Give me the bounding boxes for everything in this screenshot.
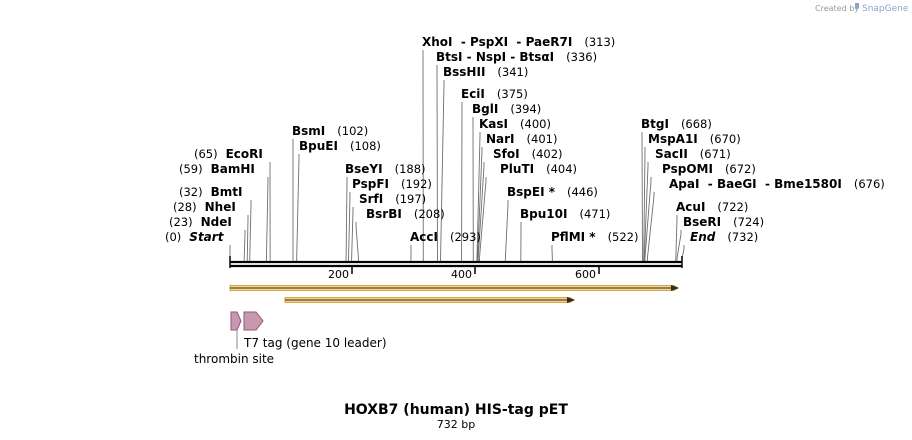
site-pspfi[interactable]: PspFI (192) — [352, 177, 432, 191]
tick-label-400: 400 — [451, 268, 472, 281]
t7-tag-arrow[interactable] — [243, 311, 264, 331]
site-start[interactable]: (0) Start — [165, 230, 225, 244]
thrombin-site-arrow[interactable] — [230, 311, 242, 331]
orf-arrow-cds[interactable] — [284, 297, 575, 303]
site-mspa1i[interactable]: MspA1I (670) — [648, 132, 741, 146]
site-acui[interactable]: AcuI (722) — [676, 200, 748, 214]
site-pluti[interactable]: PluTI (404) — [500, 162, 577, 176]
leader-line-bsshii — [440, 80, 445, 261]
leader-line-bseyi — [345, 177, 348, 261]
site-bsmi[interactable]: BsmI (102) — [292, 124, 368, 138]
site-nhei[interactable]: (28) NheI — [173, 200, 236, 214]
credit-brand: SnapGene — [862, 4, 909, 14]
site-bmti[interactable]: (32) BmtI — [179, 185, 242, 199]
site-bpuei[interactable]: BpuEI (108) — [299, 139, 381, 153]
site-bpu10i[interactable]: Bpu10I (471) — [520, 207, 610, 221]
leader-line-bsrbi — [355, 222, 359, 261]
site-bseyi[interactable]: BseYI (188) — [345, 162, 426, 176]
site-acci[interactable]: AccI (293) — [410, 230, 481, 244]
leader-line-bseri — [676, 230, 682, 261]
leader-line-nhei — [246, 215, 249, 261]
site-ecii[interactable]: EciI (375) — [461, 87, 528, 101]
leader-line-bamhi — [265, 177, 269, 261]
leader-line-pluti — [479, 177, 487, 261]
site-srfi[interactable]: SrfI (197) — [359, 192, 426, 206]
site-sacii[interactable]: SacII (671) — [655, 147, 731, 161]
map-length: 732 bp — [437, 418, 475, 431]
leader-line-bmti — [249, 200, 252, 261]
leader-line-bpuei — [296, 154, 300, 261]
site-bseri[interactable]: BseRI (724) — [683, 215, 764, 229]
map-title: HOXB7 (human) HIS-tag pET — [344, 402, 568, 418]
leader-line-sacii — [643, 162, 649, 261]
site-pspomi[interactable]: PspOMI (672) — [662, 162, 756, 176]
site-ecori[interactable]: (65) EcoRI — [194, 147, 263, 161]
leader-line-apai — [646, 192, 655, 261]
site-btgi[interactable]: BtgI (668) — [641, 117, 712, 131]
credit-prefix: Created by — [815, 4, 859, 13]
leader-line-sfoi — [477, 162, 485, 261]
site-apai[interactable]: ApaI - BaeGI - Bme1580I (676) — [669, 177, 885, 191]
site-xhoi[interactable]: XhoI - PspXI - PaeR7I (313) — [422, 35, 615, 49]
site-sfoi[interactable]: SfoI (402) — [493, 147, 563, 161]
leader-line-mspa1i — [643, 147, 646, 261]
site-labels: (0) Start (23) NdeI (28) NheI (32) BmtI (59)… — [165, 35, 885, 244]
site-bamhi[interactable]: (59) BamHI — [179, 162, 255, 176]
leader-line-ndei — [243, 230, 246, 261]
feature-label-thrombin-site: thrombin site — [194, 352, 274, 366]
leader-line-pspfi — [348, 192, 351, 261]
leader-line-kasi — [476, 132, 481, 261]
leader-line-nari — [477, 147, 483, 261]
site-bsrbi[interactable]: BsrBI (208) — [366, 207, 445, 221]
leader-line-bspei — [504, 200, 509, 261]
site-end[interactable]: End (732) — [690, 230, 758, 244]
orf-arrow-full[interactable] — [229, 285, 679, 291]
dna-backbone — [229, 256, 683, 274]
tick-label-600: 600 — [575, 268, 596, 281]
site-bsshii[interactable]: BssHII (341) — [443, 65, 528, 79]
site-kasi[interactable]: KasI (400) — [479, 117, 551, 131]
site-nari[interactable]: NarI (401) — [486, 132, 557, 146]
site-btsi[interactable]: BtsI - NspI - BtsαI (336) — [436, 50, 597, 64]
leader-line-acui — [675, 215, 678, 261]
tick-label-200: 200 — [328, 268, 349, 281]
snapgene-logo-icon — [855, 3, 859, 9]
leader-line-srfi — [351, 207, 354, 261]
leader-lines — [229, 50, 685, 261]
feature-label-t7-tag: T7 tag (gene 10 leader) — [243, 336, 387, 350]
site-bgli[interactable]: BglI (394) — [472, 102, 541, 116]
leader-line-pspomi — [644, 177, 652, 261]
site-ndei[interactable]: (23) NdeI — [169, 215, 232, 229]
site-bspei[interactable]: BspEI * (446) — [507, 185, 598, 199]
site-pflmi[interactable]: PflMI * (522) — [551, 230, 639, 244]
